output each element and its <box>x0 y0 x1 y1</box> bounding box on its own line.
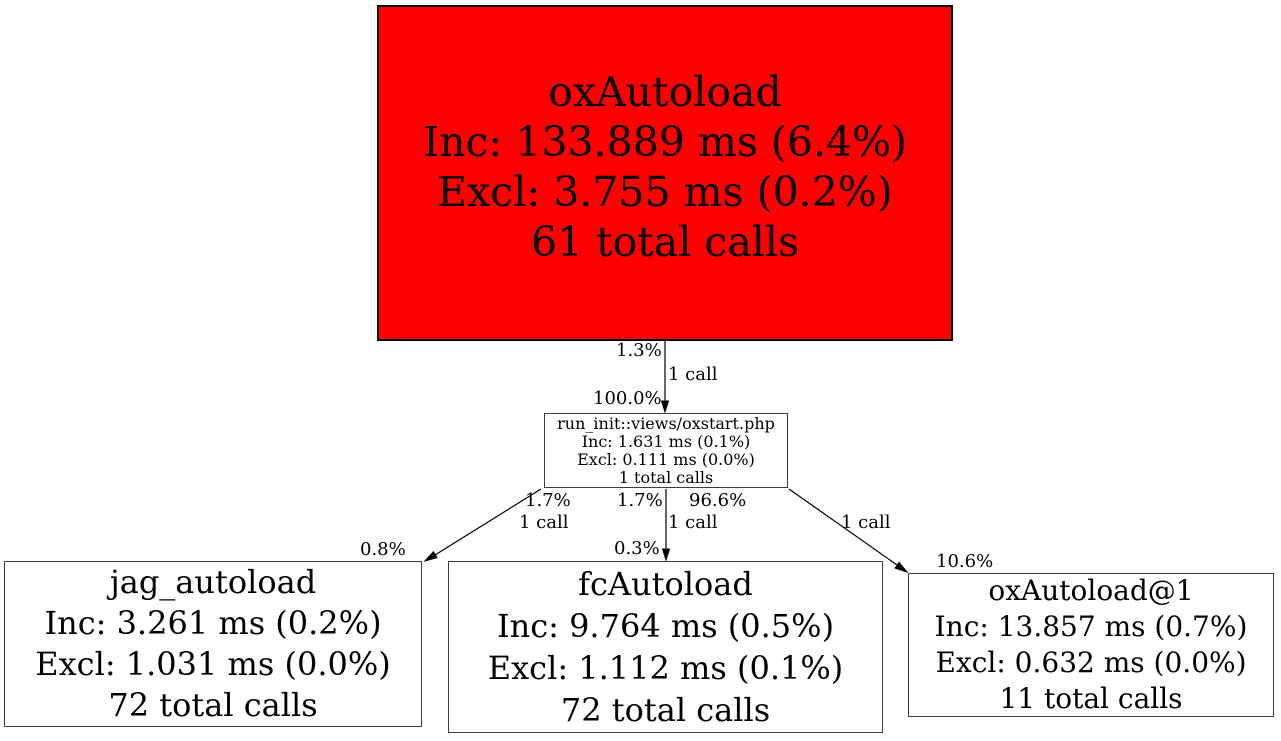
node-title: jag_autoload <box>109 563 317 601</box>
edge-line <box>434 488 542 556</box>
node-exclusive-time: Excl: 3.755 ms (0.2%) <box>437 168 893 216</box>
node-inclusive-time: Inc: 13.857 ms (0.7%) <box>934 610 1248 643</box>
edge-run-init-to-oxautoload1 <box>788 488 909 574</box>
edge-label-source-percent: 1.7% <box>525 490 571 511</box>
node-oxautoload-at-1: oxAutoload@1 Inc: 13.857 ms (0.7%) Excl:… <box>908 573 1274 717</box>
node-inclusive-time: Inc: 133.889 ms (6.4%) <box>422 118 908 166</box>
node-inclusive-time: Inc: 1.631 ms (0.1%) <box>581 431 751 451</box>
arrowhead-icon <box>660 400 670 414</box>
edge-label-source-percent: 96.6% <box>689 490 747 511</box>
edge-label-target-percent: 0.8% <box>360 539 406 560</box>
node-inclusive-time: Inc: 3.261 ms (0.2%) <box>44 604 382 642</box>
node-total-calls: 72 total calls <box>560 691 771 729</box>
edge-root-to-run-init <box>660 341 670 414</box>
arrowhead-icon <box>661 548 671 562</box>
node-inclusive-time: Inc: 9.764 ms (0.5%) <box>496 607 835 645</box>
node-total-calls: 61 total calls <box>530 218 800 266</box>
node-fcautoload: fcAutoload Inc: 9.764 ms (0.5%) Excl: 1.… <box>448 561 883 733</box>
edge-label-call-count: 1 call <box>841 512 891 533</box>
edge-run-init-to-fcautoload <box>661 489 671 562</box>
node-title: oxAutoload@1 <box>988 574 1194 607</box>
node-run-init-oxstart: run_init::views/oxstart.php Inc: 1.631 m… <box>544 413 788 488</box>
edge-label-target-percent: 0.3% <box>614 538 660 559</box>
node-exclusive-time: Excl: 0.632 ms (0.0%) <box>935 646 1247 679</box>
node-total-calls: 1 total calls <box>618 467 714 487</box>
node-exclusive-time: Excl: 0.111 ms (0.0%) <box>577 449 755 469</box>
node-title: run_init::views/oxstart.php <box>557 413 775 433</box>
node-title: oxAutoload <box>548 68 782 116</box>
edge-label-call-count: 1 call <box>668 512 718 533</box>
node-oxautoload: oxAutoload Inc: 133.889 ms (6.4%) Excl: … <box>377 5 953 341</box>
arrowhead-icon <box>894 561 909 574</box>
node-jag-autoload: jag_autoload Inc: 3.261 ms (0.2%) Excl: … <box>4 561 422 727</box>
edge-line <box>788 488 898 566</box>
node-exclusive-time: Excl: 1.112 ms (0.1%) <box>487 649 844 687</box>
node-title: fcAutoload <box>578 565 753 603</box>
node-exclusive-time: Excl: 1.031 ms (0.0%) <box>35 645 391 683</box>
arrowhead-icon <box>423 550 438 562</box>
edge-label-call-count: 1 call <box>668 364 718 385</box>
edge-label-call-count: 1 call <box>519 512 569 533</box>
edge-label-source-percent: 1.7% <box>617 490 663 511</box>
edge-label-source-percent: 1.3% <box>616 340 662 361</box>
node-total-calls: 11 total calls <box>999 682 1183 715</box>
node-total-calls: 72 total calls <box>108 686 318 724</box>
edge-run-init-to-jag-autoload <box>423 488 542 562</box>
edge-label-target-percent: 100.0% <box>593 388 662 409</box>
edge-label-target-percent: 10.6% <box>936 551 994 572</box>
